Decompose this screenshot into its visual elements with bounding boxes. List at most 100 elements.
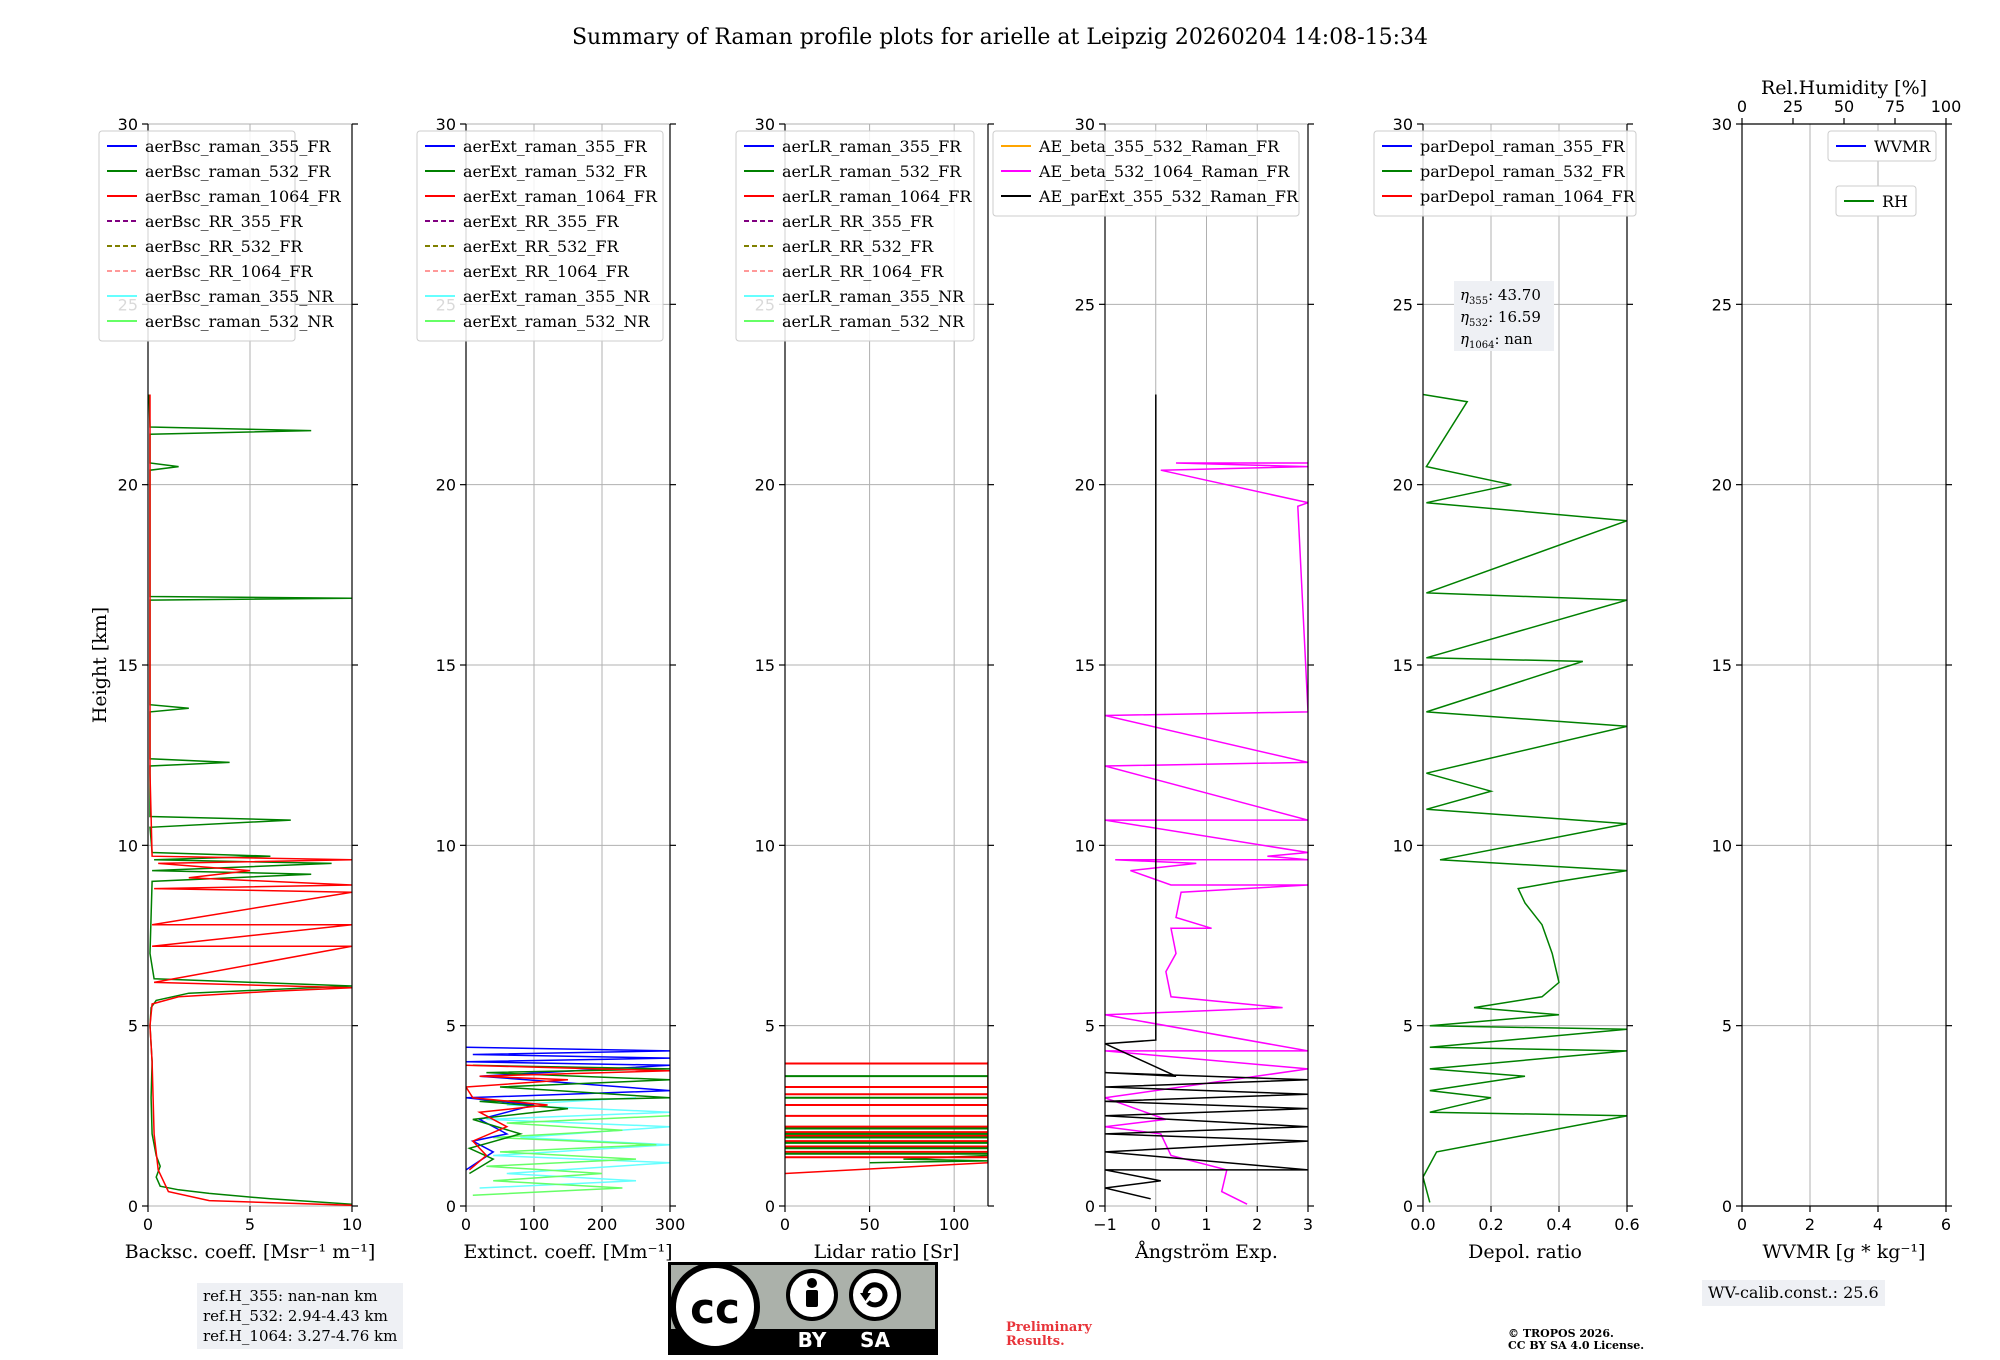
y-tick-label: 30 — [118, 115, 138, 134]
y-tick-label: 25 — [1712, 295, 1732, 314]
x-tick-label: 0.0 — [1410, 1215, 1435, 1234]
legend-entry: aerLR_RR_532_FR — [782, 237, 934, 256]
y-tick-label: 20 — [1075, 476, 1095, 495]
eta-line: η355: 43.70 — [1460, 286, 1541, 307]
prelim-line-2: Results. — [1006, 1334, 1065, 1349]
copyright-line-2: CC BY SA 4.0 License. — [1508, 1339, 1645, 1352]
x-tick-label: −1 — [1093, 1215, 1117, 1234]
x-tick-label: 0.6 — [1614, 1215, 1639, 1234]
legend-entry: aerBsc_raman_355_FR — [145, 137, 331, 156]
cc-by-sa-badge: cc BY SA — [668, 1262, 938, 1355]
ref-h-355: ref.H_355: nan-nan km — [203, 1287, 378, 1305]
legend: aerExt_raman_355_FR aerExt_raman_532_FRae… — [416, 130, 664, 342]
x-tick-label: 0 — [1151, 1215, 1161, 1234]
y-tick-label: 10 — [1393, 836, 1413, 855]
cc-circle-icon — [670, 1262, 760, 1352]
reference-height-box: ref.H_355: nan-nan km ref.H_532: 2.94-4.… — [197, 1283, 404, 1349]
x-tick-label: 0 — [780, 1215, 790, 1234]
series-aerBsc_raman_1064_FR — [149, 394, 352, 1206]
panel-wvmr: 0 2 4 6 WVMR [g * kg⁻¹] 0 5 10 15 20 25 30 0 25 50 75 10… — [1712, 77, 1962, 1263]
legend: WVMR RH — [1827, 130, 1937, 217]
series-AE_parExt_355_532_Raman_FR — [1105, 394, 1308, 1200]
y-tick-label: 10 — [118, 836, 138, 855]
annotation-box — [1454, 281, 1554, 351]
y-tick-label: 0 — [128, 1197, 138, 1216]
y-tick-label: 20 — [1712, 476, 1732, 495]
x-tick-label: 6 — [1941, 1215, 1951, 1234]
y-axis-label: Height [km] — [89, 607, 111, 723]
y-tick-label: 15 — [1075, 656, 1095, 675]
series-aerExt_raman_355_NR — [479, 1097, 670, 1189]
y-tick-label: 10 — [1712, 836, 1732, 855]
series-aerLR_raman_532_FR — [869, 1076, 988, 1164]
legend-entry: aerLR_raman_1064_FR — [782, 187, 972, 206]
x-tick-label: 100 — [939, 1215, 970, 1234]
legend-entry: aerBsc_raman_1064_FR — [145, 187, 342, 206]
legend-entry: aerLR_RR_1064_FR — [782, 262, 944, 281]
legend-entry: parDepol_raman_355_FR — [1420, 137, 1626, 156]
legend: aerBsc_raman_355_FR aerBsc_raman_532_FRae… — [98, 130, 342, 342]
legend-entry: WVMR — [1874, 137, 1931, 156]
y-tick-label: 0 — [1403, 1197, 1413, 1216]
y-tick-label: 10 — [1075, 836, 1095, 855]
legend-entry: aerBsc_RR_1064_FR — [145, 262, 314, 281]
y-tick-label: 0 — [446, 1197, 456, 1216]
badge-by-label: BY — [798, 1328, 827, 1352]
y-tick-label: 5 — [1085, 1017, 1095, 1036]
legend-entry: aerBsc_RR_532_FR — [145, 237, 303, 256]
y-tick-label: 15 — [436, 656, 456, 675]
legend-entry: aerBsc_RR_355_FR — [145, 212, 303, 231]
legend-entry: aerLR_raman_532_FR — [782, 162, 962, 181]
x-tick-label: 50 — [859, 1215, 879, 1234]
y-tick-label: 30 — [755, 115, 775, 134]
prelim-line-1: Preliminary — [1006, 1320, 1092, 1335]
eta-line: η1064: nan — [1460, 330, 1533, 351]
y-tick-label: 0 — [765, 1197, 775, 1216]
top-tick-label: 0 — [1737, 97, 1747, 116]
y-tick-label: 25 — [1075, 295, 1095, 314]
y-tick-label: 5 — [1722, 1017, 1732, 1036]
x-tick-label: 0.4 — [1546, 1215, 1571, 1234]
top-axis-label: Rel.Humidity [%] — [1761, 77, 1927, 99]
panel-extinction: 0 100 200 300 Extinct. coeff. [Mm⁻¹] 0 5 10 15 20… — [416, 115, 685, 1263]
legend-box — [1835, 185, 1917, 217]
legend-box — [992, 130, 1300, 217]
legend-entry: aerExt_raman_532_FR — [463, 162, 648, 181]
y-tick-label: 15 — [118, 656, 138, 675]
x-tick-label: 100 — [519, 1215, 550, 1234]
legend-entry: aerLR_RR_355_FR — [782, 212, 934, 231]
x-axis-label: Backsc. coeff. [Msr⁻¹ m⁻¹] — [125, 1241, 376, 1263]
y-tick-label: 15 — [755, 656, 775, 675]
x-tick-label: 2 — [1805, 1215, 1815, 1234]
y-tick-label: 0 — [1085, 1197, 1095, 1216]
legend-entry: aerBsc_raman_532_NR — [145, 312, 334, 331]
wv-calibration-box: WV-calib.const.: 25.6 — [1702, 1280, 1885, 1306]
y-tick-label: 20 — [755, 476, 775, 495]
x-tick-label: 200 — [587, 1215, 618, 1234]
legend-entry: aerExt_raman_532_NR — [463, 312, 651, 331]
legend-entry: aerLR_raman_355_FR — [782, 137, 962, 156]
series-aerExt_raman_532_FR — [467, 1064, 670, 1175]
x-tick-label: 0 — [1737, 1215, 1747, 1234]
series-aerBsc_raman_532_FR — [148, 394, 352, 1205]
legend-entry: aerExt_raman_355_FR — [463, 137, 648, 156]
series-AE_beta_532_1064_Raman_FR — [1105, 462, 1308, 1205]
data-layer — [785, 1061, 988, 1175]
top-tick-label: 75 — [1885, 97, 1905, 116]
top-tick-label: 50 — [1834, 97, 1854, 116]
badge-sa-label: SA — [860, 1328, 890, 1352]
data-layer — [148, 394, 352, 1206]
data-layer — [1423, 393, 1627, 1203]
legend-entry: AE_parExt_355_532_Raman_FR — [1038, 187, 1299, 206]
copyright-line-1: © TROPOS 2026. — [1508, 1327, 1614, 1340]
legend-entry: aerExt_RR_532_FR — [463, 237, 620, 256]
top-tick-label: 100 — [1931, 97, 1962, 116]
y-tick-label: 25 — [1393, 295, 1413, 314]
data-layer — [1105, 394, 1308, 1205]
legend-entry: RH — [1882, 192, 1908, 211]
data-layer — [466, 1046, 670, 1196]
y-tick-label: 15 — [1393, 656, 1413, 675]
legend-entry: aerBsc_raman_355_NR — [145, 287, 334, 306]
x-tick-label: 10 — [342, 1215, 362, 1234]
